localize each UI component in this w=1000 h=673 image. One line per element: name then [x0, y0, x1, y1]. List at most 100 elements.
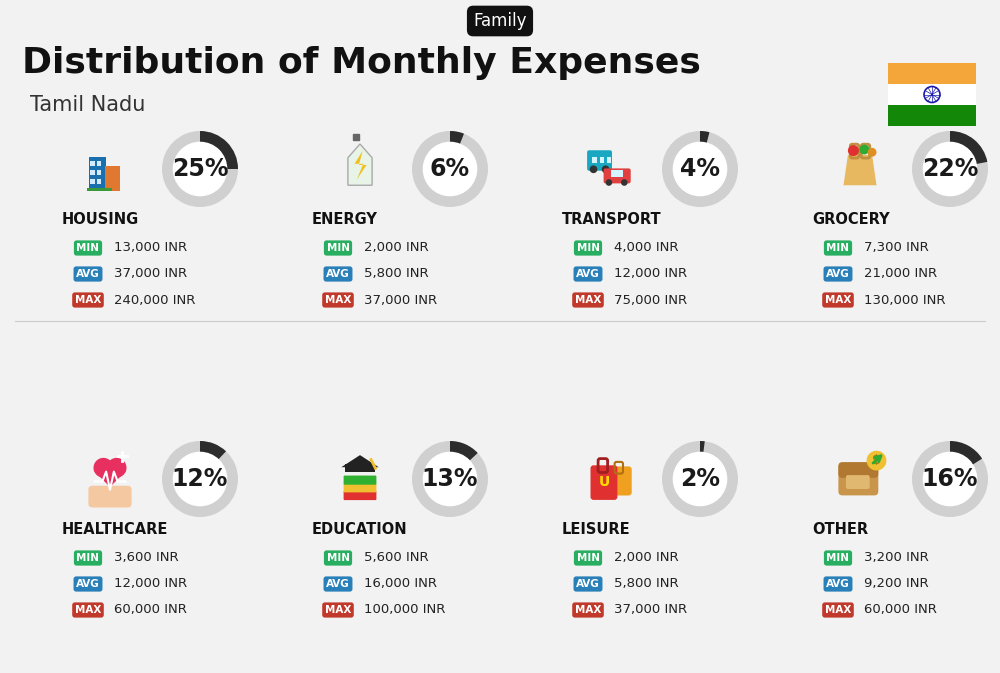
Text: AVG: AVG [326, 579, 350, 589]
Text: 13,000 INR: 13,000 INR [114, 242, 187, 254]
FancyBboxPatch shape [88, 486, 132, 507]
Circle shape [923, 143, 977, 196]
FancyBboxPatch shape [607, 157, 611, 163]
FancyBboxPatch shape [604, 168, 631, 184]
Polygon shape [348, 144, 372, 185]
Text: 4,000 INR: 4,000 INR [614, 242, 678, 254]
Text: MIN: MIN [76, 243, 99, 253]
Text: Family: Family [473, 12, 527, 30]
Text: 37,000 INR: 37,000 INR [364, 293, 437, 306]
Text: 12,000 INR: 12,000 INR [614, 267, 687, 281]
Text: 2,000 INR: 2,000 INR [364, 242, 429, 254]
FancyBboxPatch shape [90, 179, 95, 184]
Circle shape [423, 143, 477, 196]
Wedge shape [162, 441, 238, 517]
FancyBboxPatch shape [87, 188, 112, 191]
Text: HOUSING: HOUSING [62, 211, 139, 227]
Wedge shape [912, 441, 988, 517]
Text: 100,000 INR: 100,000 INR [364, 604, 445, 616]
Text: 60,000 INR: 60,000 INR [864, 604, 937, 616]
Text: 75,000 INR: 75,000 INR [614, 293, 687, 306]
Text: 37,000 INR: 37,000 INR [614, 604, 687, 616]
Text: MIN: MIN [576, 243, 600, 253]
FancyBboxPatch shape [838, 463, 878, 495]
Text: EDUCATION: EDUCATION [312, 522, 408, 536]
FancyBboxPatch shape [590, 465, 617, 500]
Text: MIN: MIN [576, 553, 600, 563]
Text: 22%: 22% [922, 157, 978, 181]
Wedge shape [700, 131, 709, 143]
Text: GROCERY: GROCERY [812, 211, 890, 227]
FancyBboxPatch shape [344, 476, 376, 485]
FancyBboxPatch shape [611, 170, 623, 177]
Text: MAX: MAX [325, 295, 351, 305]
Circle shape [867, 451, 886, 470]
Text: 3,200 INR: 3,200 INR [864, 551, 929, 565]
Wedge shape [700, 441, 705, 453]
Text: 5,800 INR: 5,800 INR [364, 267, 429, 281]
FancyBboxPatch shape [90, 161, 95, 166]
Text: AVG: AVG [76, 269, 100, 279]
Text: 2,000 INR: 2,000 INR [614, 551, 679, 565]
Wedge shape [450, 131, 464, 144]
Circle shape [848, 145, 859, 156]
Text: 25%: 25% [172, 157, 228, 181]
Text: AVG: AVG [826, 269, 850, 279]
Text: 3,600 INR: 3,600 INR [114, 551, 179, 565]
Circle shape [590, 166, 597, 173]
Text: 240,000 INR: 240,000 INR [114, 293, 195, 306]
FancyBboxPatch shape [888, 63, 976, 84]
Text: ENERGY: ENERGY [312, 211, 378, 227]
Wedge shape [950, 131, 987, 164]
FancyBboxPatch shape [610, 466, 632, 495]
Text: 5,800 INR: 5,800 INR [614, 577, 679, 590]
Text: AVG: AVG [76, 579, 100, 589]
FancyBboxPatch shape [838, 462, 878, 478]
Text: HEALTHCARE: HEALTHCARE [62, 522, 168, 536]
FancyBboxPatch shape [345, 464, 375, 472]
Text: 37,000 INR: 37,000 INR [114, 267, 187, 281]
Wedge shape [912, 131, 988, 207]
FancyBboxPatch shape [592, 157, 597, 163]
FancyBboxPatch shape [97, 161, 101, 166]
Text: MAX: MAX [825, 605, 851, 615]
Circle shape [621, 179, 628, 186]
Text: AVG: AVG [826, 579, 850, 589]
Circle shape [173, 143, 227, 196]
Circle shape [423, 452, 477, 505]
Polygon shape [844, 155, 876, 185]
Wedge shape [200, 441, 226, 460]
Polygon shape [94, 470, 127, 487]
Text: Tamil Nadu: Tamil Nadu [30, 95, 145, 115]
Text: MIN: MIN [327, 553, 350, 563]
Text: U: U [598, 474, 610, 489]
Polygon shape [341, 455, 379, 467]
Text: 5,600 INR: 5,600 INR [364, 551, 429, 565]
Text: MAX: MAX [575, 295, 601, 305]
Wedge shape [662, 131, 738, 207]
Text: $: $ [872, 454, 881, 467]
Circle shape [923, 452, 977, 505]
Wedge shape [662, 441, 738, 517]
FancyBboxPatch shape [344, 483, 376, 493]
Circle shape [94, 458, 113, 478]
FancyBboxPatch shape [600, 157, 604, 163]
Text: AVG: AVG [576, 579, 600, 589]
Text: 16%: 16% [922, 467, 978, 491]
Text: MAX: MAX [325, 605, 351, 615]
FancyBboxPatch shape [105, 166, 120, 190]
Text: MIN: MIN [826, 553, 849, 563]
Text: LEISURE: LEISURE [562, 522, 631, 536]
Wedge shape [450, 441, 478, 461]
Text: 2%: 2% [680, 467, 720, 491]
Text: MIN: MIN [76, 553, 99, 563]
Text: 6%: 6% [430, 157, 470, 181]
Text: 12,000 INR: 12,000 INR [114, 577, 187, 590]
Circle shape [606, 179, 612, 186]
Text: 12%: 12% [172, 467, 228, 491]
FancyBboxPatch shape [846, 475, 870, 489]
FancyBboxPatch shape [97, 170, 101, 176]
Circle shape [173, 452, 227, 505]
Text: 130,000 INR: 130,000 INR [864, 293, 945, 306]
Circle shape [673, 452, 727, 505]
